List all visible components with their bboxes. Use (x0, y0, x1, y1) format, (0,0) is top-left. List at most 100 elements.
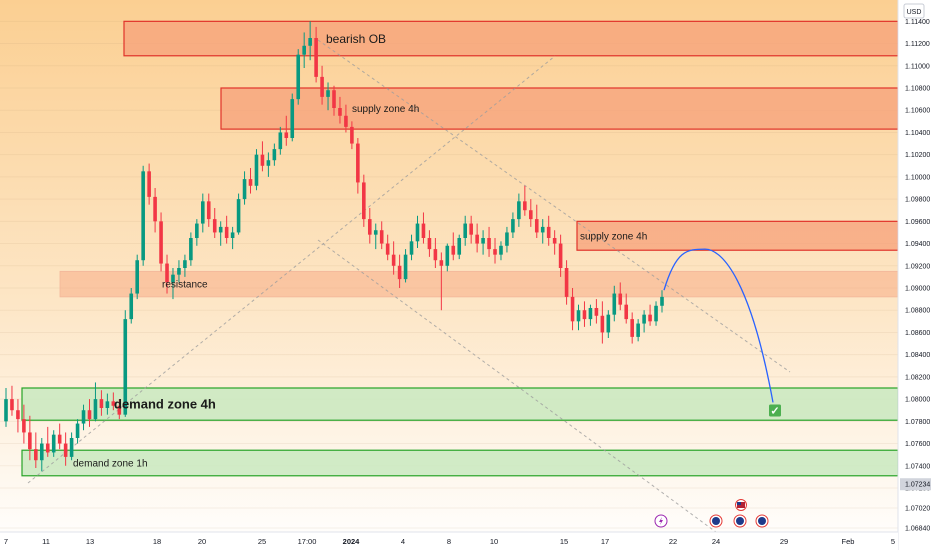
lightning-icon[interactable] (654, 514, 668, 528)
price-tick-label: 1.10000 (905, 174, 930, 181)
candle-body (529, 210, 533, 220)
candle-body (75, 423, 80, 438)
candle-body (22, 419, 26, 433)
candle-body (600, 315, 605, 333)
flag-icon[interactable] (733, 514, 747, 528)
flag-icon-field (736, 517, 744, 525)
price-axis-bg (898, 0, 932, 550)
candle-body (505, 232, 509, 246)
trendlines (27, 39, 791, 536)
zone-demand-5[interactable] (21, 449, 899, 477)
candle-body (93, 399, 98, 420)
candle-body (230, 232, 235, 238)
time-tick-label: 11 (42, 537, 50, 546)
time-tick-label: 18 (153, 537, 161, 546)
candle-body (308, 38, 312, 46)
candle-body (242, 179, 247, 200)
candle-body (63, 443, 68, 457)
candle-body (493, 249, 497, 255)
price-axis[interactable]: USD 1.11400 1.11200 1.11000 1.10800 1.10600 1.… (897, 0, 932, 550)
candle-body (314, 38, 318, 77)
candle-body (409, 241, 414, 255)
candle-body (534, 219, 539, 233)
candle-body (654, 305, 658, 322)
time-tick-label: 17 (601, 537, 609, 546)
time-tick-label: 13 (86, 537, 94, 546)
candle-body (81, 410, 86, 424)
zone-label-3: resistance (162, 280, 208, 291)
zone-label-2: supply zone 4h (580, 231, 647, 242)
candle-body (141, 171, 145, 261)
candle-body (87, 410, 92, 420)
trendline-upper-channel[interactable] (317, 39, 791, 373)
candle-body (248, 179, 253, 186)
candle-body (224, 226, 229, 238)
candle-body (582, 310, 587, 320)
currency-badge[interactable] (903, 3, 925, 19)
candle-body (171, 274, 175, 283)
candle-body (16, 410, 20, 420)
zone-demand-4[interactable] (21, 387, 899, 421)
price-tick-label: 1.08600 (905, 330, 930, 337)
candle-body (254, 154, 259, 186)
candle-body (266, 160, 271, 166)
us-flag-icon[interactable] (735, 499, 747, 511)
candle-body (302, 45, 306, 55)
candle-body (445, 245, 450, 266)
candle-body (612, 293, 617, 315)
price-tick-label: 1.08800 (905, 308, 930, 315)
time-tick-label: 25 (258, 537, 266, 546)
flag-icon[interactable] (755, 514, 769, 528)
candle-body (165, 263, 169, 283)
candle-body (272, 149, 277, 161)
candle-body (326, 90, 330, 97)
candle-body (469, 223, 473, 235)
price-tick-label: 1.07800 (905, 419, 930, 426)
price-tick-label: 1.11200 (905, 41, 930, 48)
time-tick-label: 4 (401, 537, 405, 546)
candle-body (481, 238, 485, 244)
candle-body (344, 115, 348, 127)
time-axis[interactable]: 7 11 13 18 20 25 17:00 2024 4 8 10 15 17 22 24 29 Feb 5 (0, 531, 898, 550)
flag-icon[interactable] (709, 514, 723, 528)
price-tick-label: 1.09400 (905, 241, 930, 248)
price-tick-label: 1.07600 (905, 441, 930, 448)
projection-path[interactable] (663, 248, 774, 403)
candle-body (147, 171, 151, 197)
candle-body (415, 223, 420, 242)
zone-resistance-3[interactable] (59, 270, 899, 298)
zone-label-5: demand zone 1h (73, 459, 148, 470)
event-icons[interactable] (654, 499, 769, 528)
time-tick-label: 15 (560, 537, 568, 546)
trendline-rising[interactable] (27, 55, 556, 484)
flag-icon-field (758, 517, 766, 525)
candle-body (499, 245, 503, 255)
candle-body (99, 399, 104, 408)
candle-body (391, 254, 396, 266)
candle-body (630, 319, 634, 337)
candle-body (517, 201, 521, 220)
candle-body (69, 438, 74, 457)
candle-body (570, 296, 575, 322)
target-checkmark-icon (769, 404, 781, 417)
candle-body (350, 126, 354, 144)
candle-body (51, 434, 56, 453)
zone-supply-2[interactable] (576, 220, 899, 251)
candle-body (427, 238, 432, 250)
trendline-lower-channel[interactable] (317, 239, 721, 536)
candle-body (338, 108, 342, 116)
candle-body (129, 293, 134, 320)
candle-body (642, 314, 646, 324)
price-tick-label: 1.08400 (905, 352, 930, 359)
candle-body (206, 201, 211, 220)
zone-supply-0[interactable] (123, 20, 899, 57)
time-tick-label: 2024 (343, 537, 361, 546)
candle-body (564, 268, 569, 297)
candle-body (588, 308, 593, 320)
candle-body (10, 399, 14, 411)
price-tick-label: 1.08200 (905, 374, 930, 381)
flag-icon-field (712, 517, 720, 525)
candle-body (421, 223, 426, 238)
